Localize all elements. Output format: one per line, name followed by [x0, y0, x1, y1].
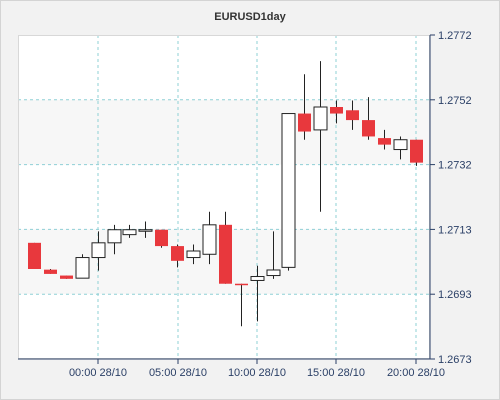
candle-body-down [171, 246, 184, 261]
candle-body-up [138, 229, 153, 232]
candle-body-down [219, 224, 232, 284]
candle-body-up [91, 242, 106, 259]
y-tick-label: 1.2752 [438, 95, 472, 107]
candle-body-up [281, 113, 296, 268]
candle-body-down [155, 229, 168, 247]
candle-body-down [330, 107, 343, 114]
candle-body-down [235, 283, 248, 286]
chart-title: EURUSD1day [214, 11, 286, 23]
candle-body-down [28, 242, 41, 269]
candle-body-up [122, 229, 137, 236]
x-tick-label: 00:00 28/10 [69, 367, 127, 379]
y-tick-label: 1.2693 [438, 289, 472, 301]
candle-body-down [60, 275, 73, 279]
candle-body-up [75, 257, 90, 279]
candle-body-down [298, 113, 311, 132]
candle-body-down [346, 110, 359, 121]
candle-body-up [107, 229, 122, 244]
candle-body-up [313, 106, 328, 131]
plot-area [18, 35, 430, 359]
candle-body-up [393, 139, 408, 151]
x-tick-label: 20:00 28/10 [387, 367, 445, 379]
candle-body-up [186, 250, 201, 259]
y-tick-label: 1.2713 [438, 224, 472, 236]
x-tick-label: 05:00 28/10 [149, 367, 207, 379]
x-tick-label: 10:00 28/10 [228, 367, 286, 379]
candle-body-up [250, 276, 265, 281]
x-tick-label: 15:00 28/10 [307, 367, 365, 379]
y-tick-label: 1.2772 [438, 30, 472, 42]
candle-body-down [44, 269, 57, 274]
candle-body-down [362, 120, 375, 137]
candle-body-up [266, 269, 281, 277]
candle-body-up [202, 224, 217, 255]
candle-body-down [378, 138, 391, 145]
y-tick-label: 1.2673 [438, 354, 472, 366]
y-tick-label: 1.2732 [438, 160, 472, 172]
candle-body-down [410, 139, 423, 163]
plot-band [18, 99, 430, 165]
